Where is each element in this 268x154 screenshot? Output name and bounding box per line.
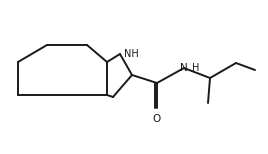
Text: NH: NH [124, 49, 139, 59]
Text: O: O [153, 114, 161, 124]
Text: H: H [192, 63, 199, 73]
Text: N: N [180, 63, 188, 73]
